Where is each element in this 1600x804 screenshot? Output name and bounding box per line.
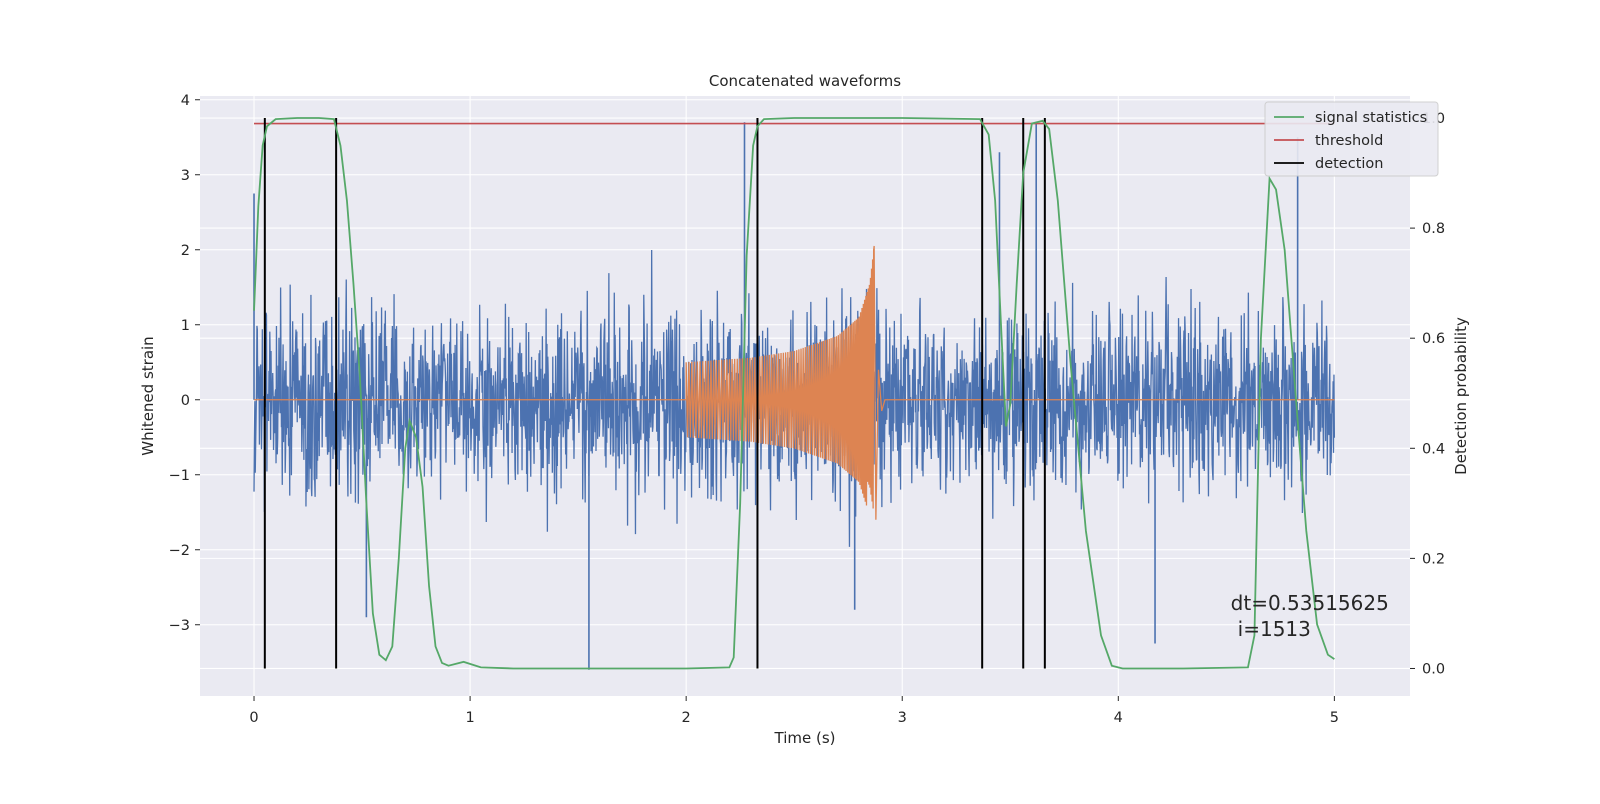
x-tick-label: 4 — [1114, 710, 1123, 726]
y-tick-label-left: −3 — [169, 618, 190, 634]
legend-box — [1264, 101, 1439, 177]
y-axis-label-right: Detection probability — [1452, 317, 1470, 475]
y-tick-label-left: 1 — [181, 318, 190, 334]
y-tick-label-left: 0 — [181, 393, 190, 409]
detection-series — [263, 118, 1046, 669]
injection-series — [254, 245, 1335, 520]
y-tick-label-left: 4 — [181, 93, 190, 109]
legend-label-signal-statistics: signal statistics — [1315, 110, 1427, 126]
annotation-i: i=1513 — [1238, 617, 1311, 641]
chart-title: Concatenated waveforms — [709, 72, 901, 90]
x-tick-label: 1 — [465, 710, 474, 726]
legend-label-detection: detection — [1315, 156, 1383, 172]
y-tick-label-left: −2 — [169, 543, 190, 559]
y-tick-label-left: 2 — [181, 243, 190, 259]
y-tick-label-right: 0.8 — [1422, 221, 1445, 237]
x-tick-label: 3 — [898, 710, 907, 726]
y-axis-label-left: Whitened strain — [139, 336, 157, 455]
annotation-dt: dt=0.53515625 — [1231, 591, 1389, 615]
y-tick-label-right: 0.0 — [1422, 661, 1445, 677]
y-tick-label-left: 3 — [181, 168, 190, 184]
y-tick-label-left: −1 — [169, 468, 190, 484]
x-axis-label: Time (s) — [774, 729, 836, 747]
y-tick-label-right: 0.6 — [1422, 331, 1445, 347]
legend: signal statistics threshold detection — [1264, 101, 1439, 177]
y-tick-label-right: 0.4 — [1422, 441, 1445, 457]
x-tick-label: 2 — [682, 710, 691, 726]
signal-statistics-series — [253, 117, 1335, 670]
y-tick-label-right: 0.2 — [1422, 551, 1445, 567]
x-tick-label: 5 — [1330, 710, 1339, 726]
legend-label-threshold: threshold — [1315, 133, 1383, 149]
injection-line — [254, 245, 1335, 520]
signal-statistics-line — [253, 117, 1335, 670]
x-tick-label: 0 — [249, 710, 258, 726]
